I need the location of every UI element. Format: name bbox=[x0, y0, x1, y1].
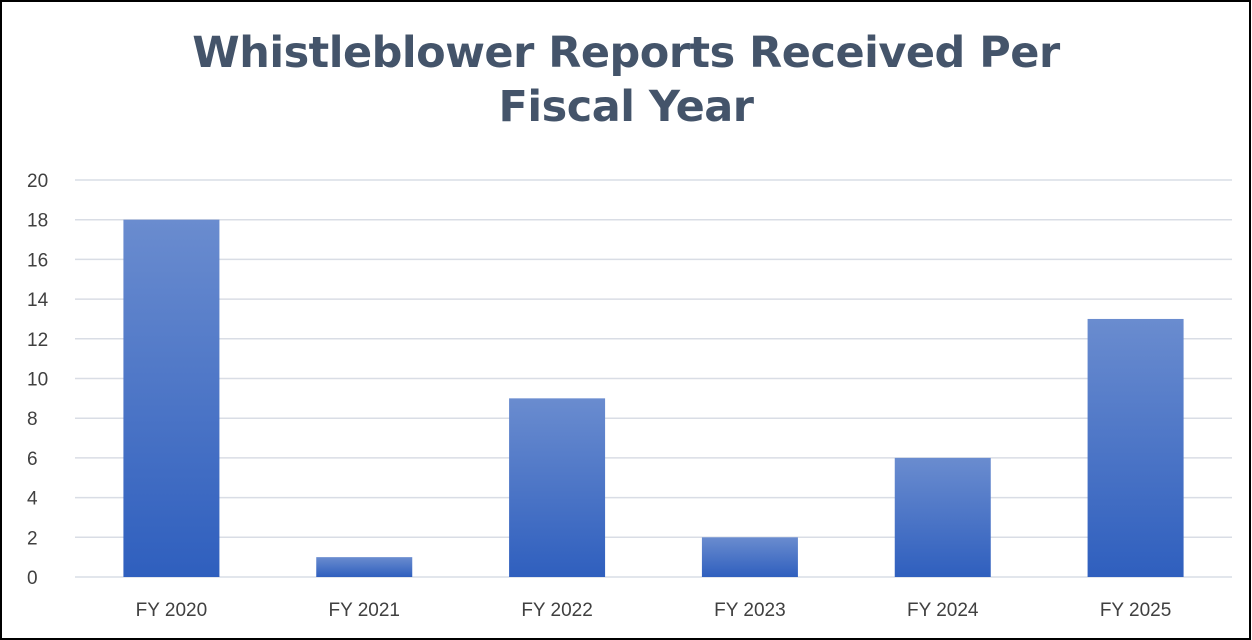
x-tick-label: FY 2023 bbox=[714, 600, 785, 621]
y-tick-label: 6 bbox=[27, 449, 38, 470]
y-tick-label: 0 bbox=[27, 568, 38, 589]
y-tick-label: 20 bbox=[27, 171, 48, 192]
bar bbox=[701, 537, 798, 577]
bar bbox=[894, 457, 991, 577]
x-tick-label: FY 2024 bbox=[907, 600, 979, 621]
x-tick-label: FY 2020 bbox=[136, 600, 207, 621]
bars bbox=[123, 219, 1184, 577]
x-tick-label: FY 2021 bbox=[329, 600, 400, 621]
gridlines bbox=[75, 179, 1232, 578]
bar bbox=[509, 398, 606, 577]
y-tick-label: 18 bbox=[27, 211, 48, 232]
bar bbox=[316, 557, 413, 577]
y-axis-ticks: 0 2 4 6 8 10 12 14 16 18 20 bbox=[27, 171, 49, 589]
y-tick-label: 8 bbox=[27, 409, 38, 430]
bar bbox=[123, 219, 220, 577]
y-tick-label: 12 bbox=[27, 330, 48, 351]
y-tick-label: 10 bbox=[27, 370, 48, 391]
y-tick-label: 16 bbox=[27, 250, 48, 271]
x-axis-ticks: FY 2020 FY 2021 FY 2022 FY 2023 FY 2024 FY 20… bbox=[136, 600, 1172, 621]
chart-title-line-1: Whistleblower Reports Received Per bbox=[192, 28, 1060, 78]
y-tick-label: 14 bbox=[27, 290, 49, 311]
chart-title-line-2: Fiscal Year bbox=[498, 82, 755, 132]
x-tick-label: FY 2025 bbox=[1100, 600, 1171, 621]
x-tick-label: FY 2022 bbox=[521, 600, 592, 621]
y-tick-label: 4 bbox=[27, 489, 38, 510]
y-tick-label: 2 bbox=[27, 528, 38, 549]
bar bbox=[1087, 318, 1184, 577]
chart-title: Whistleblower Reports Received Per Fisca… bbox=[0, 26, 1252, 134]
